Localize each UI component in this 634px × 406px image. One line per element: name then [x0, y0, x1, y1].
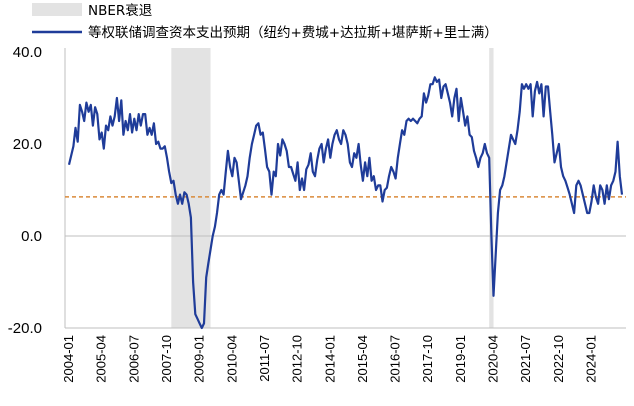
y-tick-label: 20.0 — [13, 136, 42, 153]
y-tick-label: 0.0 — [21, 228, 42, 245]
recession-band-1 — [171, 48, 211, 328]
x-tick-label: 2010-04 — [224, 335, 239, 383]
x-tick-label: 2019-01 — [453, 335, 468, 383]
x-tick-label: 2014-01 — [322, 335, 337, 383]
x-tick-label: 2011-07 — [257, 335, 272, 382]
axes — [64, 48, 626, 329]
x-tick-label: 2021-07 — [518, 335, 533, 383]
x-tick-label: 2015-04 — [355, 335, 370, 383]
x-tick-label: 2009-01 — [192, 335, 207, 383]
x-tick-label: 2020-04 — [486, 335, 501, 383]
x-tick-label: 2012-10 — [290, 335, 305, 383]
x-tick-label: 2017-10 — [420, 335, 435, 383]
legend: NBER衰退 等权联储调查资本支出预期（纽约+费城+达拉斯+堪萨斯+里士满） — [32, 2, 498, 41]
x-tick-label: 2007-10 — [159, 335, 174, 383]
x-tick-label: 2006-07 — [126, 335, 141, 383]
x-tick-label: 2005-04 — [94, 335, 109, 383]
x-tick-label: 2022-10 — [551, 335, 566, 383]
series-line — [67, 76, 624, 330]
x-tick-label: 2016-07 — [388, 335, 403, 383]
x-tick-label: 2004-01 — [61, 335, 76, 383]
recession-bands — [171, 48, 494, 328]
legend-series-label: 等权联储调查资本支出预期（纽约+费城+达拉斯+堪萨斯+里士满） — [88, 24, 498, 41]
y-tick-labels: 40.0 20.0 0.0 -20.0 — [8, 44, 42, 337]
legend-recession-label: NBER衰退 — [88, 2, 153, 19]
y-tick-label: 40.0 — [13, 44, 42, 61]
y-tick-label: -20.0 — [8, 320, 42, 337]
x-tick-labels: 2004-01 2005-04 2006-07 2007-10 2009-01 2010-… — [61, 335, 599, 383]
recession-band-2 — [489, 48, 494, 328]
legend-recession-swatch — [32, 3, 82, 16]
x-tick-label: 2024-01 — [584, 335, 599, 383]
